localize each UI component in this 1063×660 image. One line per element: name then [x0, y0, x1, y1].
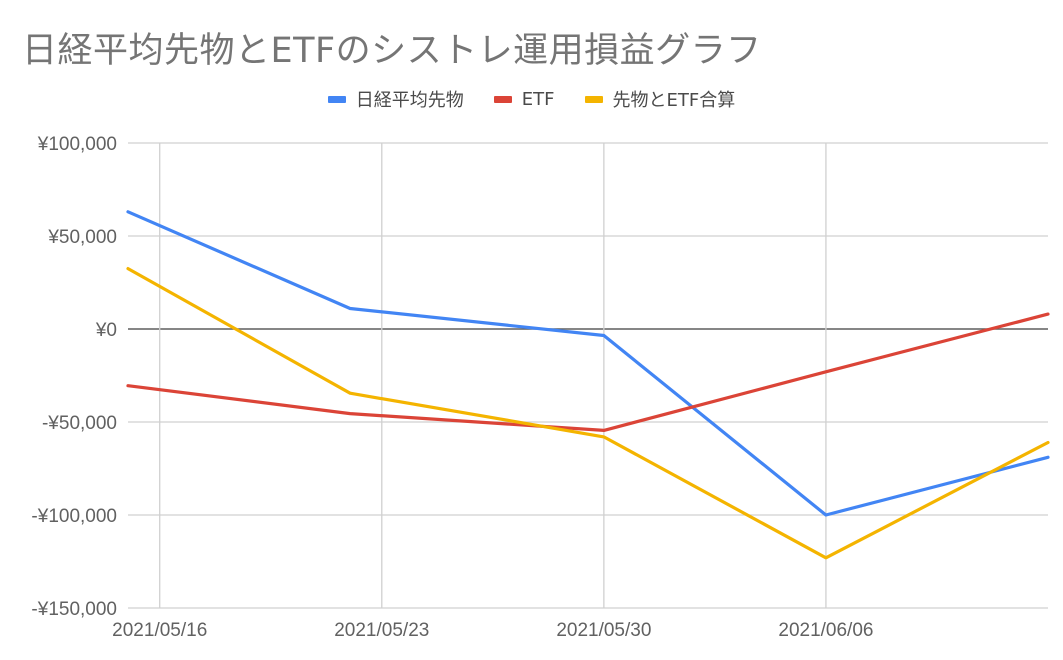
- legend-label-combined: 先物とETF合算: [612, 90, 736, 111]
- legend-label-futures: 日経平均先物: [355, 90, 464, 111]
- series-line-futures: [126, 210, 1050, 517]
- x-tick-label: 2021/05/16: [112, 620, 207, 641]
- x-tick-label: 2021/06/06: [778, 620, 873, 641]
- y-tick-label: -¥50,000: [42, 413, 117, 434]
- legend-swatch-combined: [584, 95, 603, 103]
- legend-label-etf: ETF: [521, 88, 555, 110]
- legend-item-futures[interactable]: 日経平均先物: [327, 86, 464, 112]
- y-tick-label: -¥100,000: [31, 506, 117, 527]
- series-line-combined: [126, 267, 1050, 560]
- y-tick-label: ¥50,000: [47, 227, 117, 248]
- y-tick-label: ¥100,000: [37, 134, 117, 155]
- legend-item-combined[interactable]: 先物とETF合算: [584, 86, 736, 112]
- y-tick-label: -¥150,000: [31, 599, 117, 620]
- chart-legend: 日経平均先物 ETF 先物とETF合算: [0, 86, 1063, 112]
- legend-swatch-etf: [493, 95, 512, 103]
- chart-title: 日経平均先物とETFのシストレ運用損益グラフ: [22, 31, 762, 71]
- series-line-etf: [126, 312, 1050, 432]
- legend-item-etf[interactable]: ETF: [493, 88, 555, 110]
- x-tick-label: 2021/05/23: [334, 620, 429, 641]
- x-tick-label: 2021/05/30: [556, 620, 651, 641]
- y-tick-label: ¥0: [95, 320, 117, 341]
- legend-swatch-futures: [327, 95, 346, 103]
